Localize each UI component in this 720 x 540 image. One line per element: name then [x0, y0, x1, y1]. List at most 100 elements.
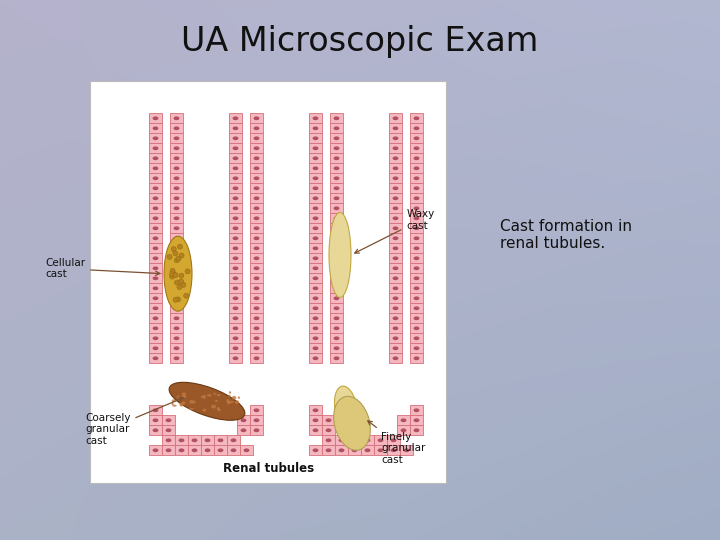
- Ellipse shape: [392, 237, 398, 240]
- Ellipse shape: [253, 316, 259, 320]
- Ellipse shape: [174, 316, 179, 320]
- Ellipse shape: [392, 256, 398, 260]
- FancyBboxPatch shape: [389, 284, 402, 293]
- Ellipse shape: [312, 326, 318, 330]
- Ellipse shape: [413, 146, 420, 150]
- FancyBboxPatch shape: [309, 303, 322, 313]
- Ellipse shape: [392, 246, 398, 250]
- Ellipse shape: [312, 336, 318, 340]
- FancyBboxPatch shape: [250, 273, 263, 284]
- FancyBboxPatch shape: [149, 123, 162, 133]
- FancyBboxPatch shape: [250, 264, 263, 273]
- FancyBboxPatch shape: [389, 224, 402, 233]
- FancyBboxPatch shape: [322, 426, 335, 435]
- Ellipse shape: [171, 271, 176, 276]
- Ellipse shape: [392, 276, 398, 280]
- FancyBboxPatch shape: [309, 293, 322, 303]
- Ellipse shape: [253, 246, 259, 250]
- FancyBboxPatch shape: [309, 233, 322, 244]
- FancyBboxPatch shape: [170, 213, 183, 224]
- Ellipse shape: [170, 268, 175, 273]
- FancyBboxPatch shape: [170, 313, 183, 323]
- FancyBboxPatch shape: [309, 123, 322, 133]
- FancyBboxPatch shape: [250, 213, 263, 224]
- Ellipse shape: [392, 117, 398, 120]
- FancyBboxPatch shape: [389, 183, 402, 193]
- FancyBboxPatch shape: [170, 323, 183, 333]
- Ellipse shape: [207, 394, 212, 397]
- Ellipse shape: [312, 256, 318, 260]
- Ellipse shape: [181, 395, 186, 397]
- FancyBboxPatch shape: [389, 123, 402, 133]
- Ellipse shape: [233, 206, 238, 210]
- Ellipse shape: [164, 236, 192, 311]
- Ellipse shape: [413, 256, 420, 260]
- FancyBboxPatch shape: [229, 273, 242, 284]
- FancyBboxPatch shape: [149, 323, 162, 333]
- Ellipse shape: [179, 253, 184, 258]
- Ellipse shape: [184, 293, 189, 298]
- FancyBboxPatch shape: [361, 446, 374, 455]
- FancyBboxPatch shape: [250, 426, 263, 435]
- Ellipse shape: [153, 157, 158, 160]
- FancyBboxPatch shape: [175, 435, 188, 445]
- Ellipse shape: [413, 197, 420, 200]
- Ellipse shape: [173, 273, 178, 278]
- FancyBboxPatch shape: [201, 446, 214, 455]
- Ellipse shape: [325, 428, 331, 432]
- Ellipse shape: [413, 276, 420, 280]
- FancyBboxPatch shape: [309, 313, 322, 323]
- Ellipse shape: [153, 346, 158, 350]
- FancyBboxPatch shape: [170, 203, 183, 213]
- Ellipse shape: [174, 346, 179, 350]
- FancyBboxPatch shape: [250, 193, 263, 203]
- Ellipse shape: [153, 237, 158, 240]
- Ellipse shape: [228, 395, 230, 397]
- Ellipse shape: [392, 326, 398, 330]
- Ellipse shape: [390, 448, 397, 452]
- FancyBboxPatch shape: [410, 113, 423, 123]
- Ellipse shape: [253, 428, 259, 432]
- FancyBboxPatch shape: [389, 233, 402, 244]
- Text: Renal tubules: Renal tubules: [222, 462, 314, 475]
- FancyBboxPatch shape: [397, 426, 410, 435]
- Ellipse shape: [413, 186, 420, 190]
- Ellipse shape: [392, 346, 398, 350]
- Ellipse shape: [253, 117, 259, 120]
- Ellipse shape: [392, 166, 398, 170]
- Ellipse shape: [233, 306, 238, 310]
- Ellipse shape: [338, 448, 344, 452]
- FancyBboxPatch shape: [250, 303, 263, 313]
- FancyBboxPatch shape: [309, 183, 322, 193]
- Ellipse shape: [312, 226, 318, 230]
- FancyBboxPatch shape: [170, 123, 183, 133]
- FancyBboxPatch shape: [229, 213, 242, 224]
- Ellipse shape: [174, 226, 179, 230]
- FancyBboxPatch shape: [309, 193, 322, 203]
- Ellipse shape: [312, 408, 318, 412]
- Ellipse shape: [215, 400, 218, 402]
- Ellipse shape: [333, 166, 339, 170]
- Ellipse shape: [153, 206, 158, 210]
- Ellipse shape: [153, 197, 158, 200]
- FancyBboxPatch shape: [330, 353, 343, 363]
- Ellipse shape: [253, 186, 259, 190]
- FancyBboxPatch shape: [149, 233, 162, 244]
- Ellipse shape: [174, 336, 179, 340]
- Ellipse shape: [377, 438, 384, 442]
- FancyBboxPatch shape: [237, 426, 250, 435]
- FancyBboxPatch shape: [229, 163, 242, 173]
- FancyBboxPatch shape: [250, 253, 263, 264]
- Ellipse shape: [174, 206, 179, 210]
- Ellipse shape: [364, 448, 370, 452]
- Ellipse shape: [312, 206, 318, 210]
- Ellipse shape: [312, 117, 318, 120]
- Ellipse shape: [333, 126, 339, 130]
- Ellipse shape: [172, 404, 176, 407]
- FancyBboxPatch shape: [149, 313, 162, 323]
- Ellipse shape: [153, 186, 158, 190]
- FancyBboxPatch shape: [309, 323, 322, 333]
- FancyBboxPatch shape: [162, 415, 175, 426]
- Ellipse shape: [233, 146, 238, 150]
- FancyBboxPatch shape: [410, 133, 423, 143]
